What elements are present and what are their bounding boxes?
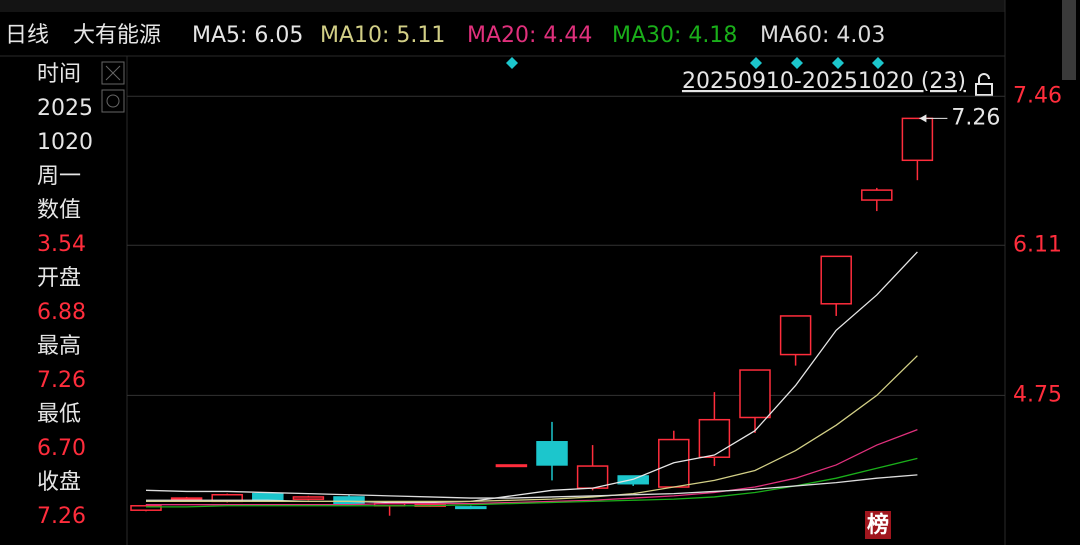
candle-body (495, 464, 528, 468)
candle-body (333, 496, 365, 505)
legend-entry: MA5: 6.05 (192, 23, 303, 48)
ma-line (146, 251, 918, 504)
info-value: 6.70 (37, 436, 86, 461)
candle-body (536, 441, 568, 466)
stock-name: 大有能源 (73, 23, 161, 48)
info-label: 2025 (37, 96, 93, 121)
panel-icons (101, 61, 125, 113)
legend-entry: MA60: 4.03 (760, 23, 885, 48)
candle-body (455, 506, 487, 510)
lock-body (975, 83, 993, 96)
event-marker[interactable] (791, 57, 803, 69)
price-arrow-head (919, 114, 927, 123)
icon-gear (106, 94, 120, 108)
ma-line (146, 429, 918, 506)
chart-title: 日线 (5, 23, 49, 48)
event-marker[interactable] (872, 57, 884, 69)
tab-strip (0, 0, 1005, 12)
info-label: 周一 (37, 164, 81, 189)
candle-body (170, 497, 203, 501)
info-label: 最高 (37, 334, 81, 359)
ma-line (146, 355, 918, 503)
info-label: 开盘 (37, 266, 81, 291)
y-tick-label: 6.11 (1013, 232, 1062, 257)
lock-icon[interactable] (975, 73, 993, 96)
settings-icon[interactable] (101, 89, 125, 113)
event-marker[interactable] (832, 57, 844, 69)
legend-entry: MA20: 4.44 (467, 23, 592, 48)
info-label: 收盘 (37, 470, 81, 495)
y-tick-label: 7.46 (1013, 83, 1062, 108)
candle-body (698, 418, 731, 458)
candle-body (739, 369, 771, 419)
badge-bg[interactable] (865, 511, 891, 539)
candle-body (901, 117, 934, 162)
info-label: 1020 (37, 130, 93, 155)
lock-shackle (978, 73, 990, 84)
candle-body (292, 496, 325, 500)
candle-body (252, 492, 284, 502)
info-value: 7.26 (37, 504, 86, 529)
info-value: 6.88 (37, 300, 86, 325)
last-price-label: 7.26 (951, 105, 1000, 130)
candle-body (820, 255, 852, 305)
legend-entry: MA10: 5.11 (320, 23, 445, 48)
y-tick-label: 4.75 (1013, 382, 1062, 407)
event-markers (506, 57, 884, 69)
info-value: 3.54 (37, 232, 86, 257)
candle-body (576, 465, 609, 489)
legend-entry: MA30: 4.18 (612, 23, 737, 48)
candle-body (130, 505, 162, 511)
info-value: 7.26 (37, 368, 86, 393)
event-marker[interactable] (750, 57, 762, 69)
badge[interactable]: 榜 (867, 512, 889, 538)
scrollbar[interactable] (1062, 0, 1076, 80)
icon-line (105, 65, 121, 81)
info-label: 最低 (37, 402, 81, 427)
info-label: 数值 (37, 198, 81, 223)
info-label: 时间 (37, 62, 81, 87)
event-marker[interactable] (506, 57, 518, 69)
candle-body (861, 189, 893, 201)
ma-line (145, 474, 918, 499)
candle-body (779, 315, 812, 356)
range-label: 20250910-20251020 (23) (682, 69, 966, 94)
close-icon[interactable] (101, 61, 125, 85)
